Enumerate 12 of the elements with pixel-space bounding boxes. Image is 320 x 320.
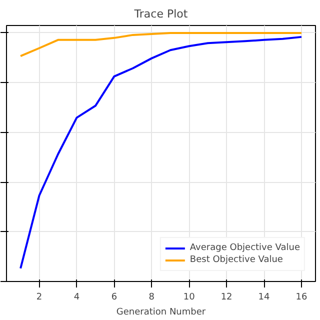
- chart-title: Trace Plot: [133, 8, 188, 20]
- x-tick-label: 6: [111, 292, 118, 302]
- x-tick-label: 14: [258, 292, 270, 302]
- x-tick-label: 10: [183, 292, 196, 302]
- x-tick-label: 4: [74, 292, 80, 302]
- x-tick-label: 8: [148, 292, 155, 302]
- legend-label: Best Objective Value: [190, 254, 283, 266]
- x-tick-label: 2: [36, 292, 42, 302]
- x-tick-label: 16: [296, 292, 308, 302]
- x-tick-label: 12: [220, 292, 232, 302]
- x-axis-title: Generation Number: [116, 308, 206, 318]
- legend-label: Average Objective Value: [190, 242, 300, 254]
